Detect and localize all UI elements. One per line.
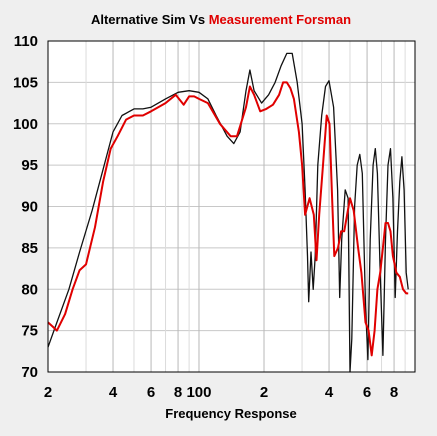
- y-tick-label: 105: [13, 74, 38, 91]
- series-layer: [47, 52, 409, 373]
- x-tick-label: 8: [390, 384, 398, 401]
- x-tick-label: 100: [186, 384, 211, 401]
- y-tick-label: 85: [21, 240, 38, 257]
- x-tick-label: 4: [325, 384, 334, 401]
- chart-title: Alternative Sim Vs Measurement Forsman: [91, 12, 351, 27]
- x-tick-label: 6: [147, 384, 155, 401]
- y-tick-label: 100: [13, 116, 38, 133]
- x-tick-label: 2: [44, 384, 52, 401]
- y-tick-label: 75: [21, 323, 38, 340]
- y-tick-label: 90: [21, 199, 38, 216]
- plot-frame: [47, 40, 416, 373]
- x-tick-label: 6: [363, 384, 371, 401]
- series-line: [47, 81, 409, 357]
- y-tick-label: 110: [14, 33, 38, 50]
- y-tick-label: 80: [21, 281, 38, 298]
- x-tick-label: 2: [260, 384, 268, 401]
- chart-title-part: Measurement Forsman: [209, 12, 351, 27]
- x-tick-labels: 2 4 6 8 100 2 4 6 8: [44, 384, 398, 401]
- series-line: [47, 52, 409, 373]
- x-tick-label: 4: [109, 384, 118, 401]
- x-axis-label: Frequency Response: [165, 406, 297, 421]
- chart-title-part: Alternative Sim Vs: [91, 12, 209, 27]
- x-tick-label: 8: [174, 384, 182, 401]
- y-tick-label: 95: [21, 157, 38, 174]
- y-tick-labels: 70 75 80 85 90 95 100 105 110: [13, 33, 38, 381]
- y-tick-label: 70: [21, 364, 38, 381]
